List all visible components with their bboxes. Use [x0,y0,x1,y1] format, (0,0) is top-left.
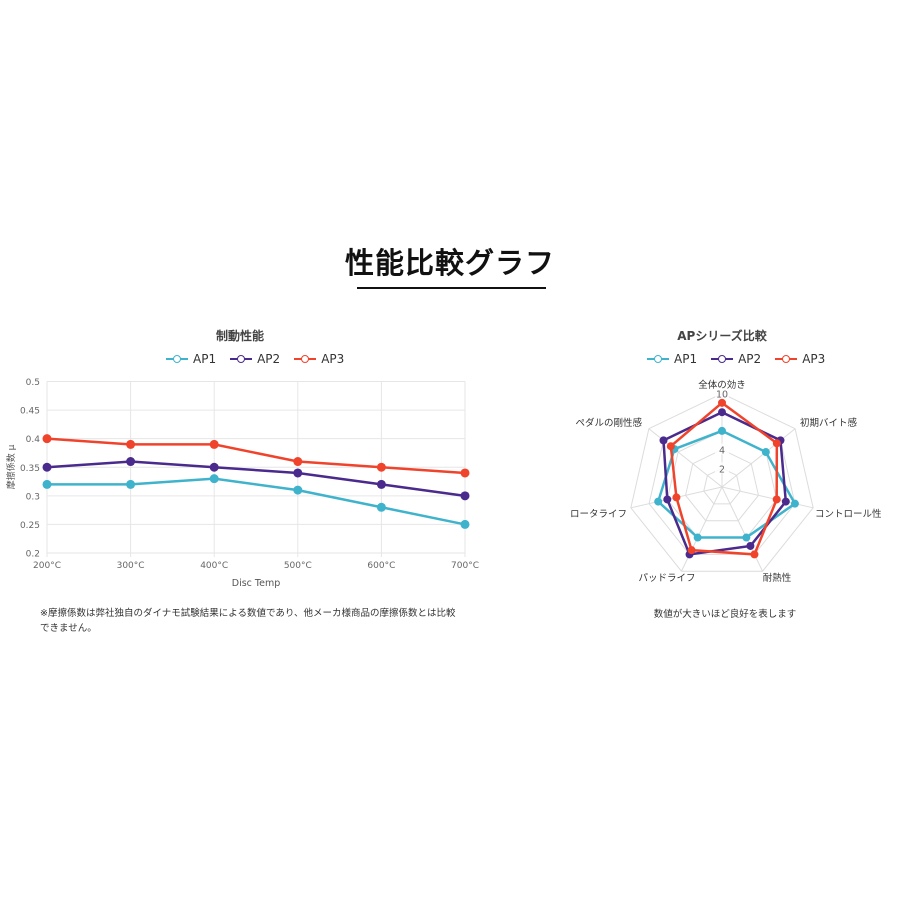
radar-data-point[interactable] [718,426,726,435]
data-point[interactable] [460,491,470,501]
radar-grid [630,392,814,572]
radar-data-point[interactable] [746,541,755,550]
radar_chart-legend-item-ap2[interactable]: AP2 [711,352,761,366]
legend-label: AP2 [257,352,281,366]
line-chart-title: 制動性能 [215,329,264,343]
data-point[interactable] [293,468,303,478]
legend-marker-icon [166,354,188,364]
radar-axis-label: コントロール性 [815,508,882,520]
x-tick-label: 300°C [117,561,145,571]
data-point[interactable] [376,479,386,489]
radar-axis-label: ロータライフ [570,509,627,520]
radar-axis-label: 初期バイト感 [800,417,858,429]
series-ap1 [42,474,470,529]
legend-marker-icon [647,354,669,364]
data-point[interactable] [126,457,136,467]
legend-marker-icon [775,354,798,364]
radar-axis-label: パッドライフ [638,573,695,584]
y-tick-label: 0.25 [20,521,40,531]
data-point[interactable] [460,519,470,529]
data-point[interactable] [293,485,303,495]
radar-data-point[interactable] [781,497,790,506]
data-point[interactable] [209,462,219,472]
radar-data-point[interactable] [772,439,781,448]
data-point[interactable] [126,479,136,489]
data-point[interactable] [42,462,52,472]
radar-data-point[interactable] [672,493,681,502]
radar-data-point[interactable] [750,550,759,559]
x-axis-label: Disc Temp [232,578,280,589]
line_chart-legend-item-ap3[interactable]: AP3 [294,352,344,366]
data-point[interactable] [376,462,386,472]
x-tick-label: 200°C [33,561,61,571]
line-chart-note: ※摩擦係数は弊社独自のダイナモ試験結果による数値であり、他メーカ様商品の摩擦係数… [40,608,456,634]
radar_chart-legend-item-ap3[interactable]: AP3 [775,352,825,366]
radar_chart-legend-item-ap1[interactable]: AP1 [647,352,697,366]
radar-tick-label: 10 [716,390,728,401]
radar-data-point[interactable] [718,398,726,407]
data-point[interactable] [460,468,470,478]
y-tick-label: 0.45 [20,407,40,417]
y-tick-label: 0.2 [26,550,40,560]
radar-axis-label: ペダルの剛性感 [575,417,642,429]
radar-data-point[interactable] [693,533,702,542]
radar-axis-label: 全体の効き [698,379,746,391]
legend-label: AP3 [802,352,826,366]
x-tick-label: 600°C [367,561,395,571]
line-chart-legend: AP1 AP2 AP3 [166,352,344,366]
x-tick-label: 700°C [451,561,479,571]
y-tick-label: 0.35 [20,464,40,474]
radar-data-point[interactable] [687,546,696,555]
y-axis-label: 摩擦係数 μ [5,444,17,489]
legend-marker-icon [711,354,734,364]
y-tick-label: 0.5 [26,378,40,388]
series-ap2 [42,457,470,501]
data-point[interactable] [209,439,219,449]
legend-marker-icon [294,354,317,364]
radar-tick-label: 2 [719,464,725,475]
page-title: 性能比較グラフ [344,246,555,280]
radar-chart-legend: AP1 AP2 AP3 [647,352,825,366]
radar-data-point[interactable] [666,442,675,451]
legend-label: AP3 [321,352,345,366]
radar-data-point[interactable] [659,436,668,445]
radar-data-point[interactable] [790,499,799,508]
data-point[interactable] [42,434,52,444]
legend-label: AP1 [193,352,217,366]
data-point[interactable] [126,439,136,449]
radar-chart-note: 数値が大きいほど良好を表します [653,609,797,620]
x-tick-label: 500°C [284,561,312,571]
radar-chart-title: APシリーズ比較 [677,329,767,343]
line_chart-legend-item-ap1[interactable]: AP1 [166,352,216,366]
data-point[interactable] [293,457,303,467]
radar-data-point[interactable] [718,408,726,417]
radar-axis-label: 耐熱性 [763,572,792,584]
radar-data-point[interactable] [742,533,751,542]
data-point[interactable] [42,479,52,489]
x-tick-label: 400°C [200,561,228,571]
radar-data-point[interactable] [663,495,672,504]
radar-series-ap3 [666,398,781,559]
line_chart-legend-item-ap2[interactable]: AP2 [230,352,280,366]
y-tick-label: 0.4 [26,435,41,445]
radar-series-ap2 [659,408,790,559]
legend-label: AP2 [738,352,762,366]
y-tick-label: 0.3 [26,492,40,502]
legend-label: AP1 [674,352,698,366]
radar-data-point[interactable] [772,495,781,504]
radar-data-point[interactable] [654,497,663,506]
series-ap3 [42,434,470,478]
radar-data-point[interactable] [761,448,770,457]
data-point[interactable] [209,474,219,484]
data-point[interactable] [376,502,386,512]
title-underline [357,287,546,289]
legend-marker-icon [230,354,253,364]
radar-tick-label: 4 [719,446,725,457]
